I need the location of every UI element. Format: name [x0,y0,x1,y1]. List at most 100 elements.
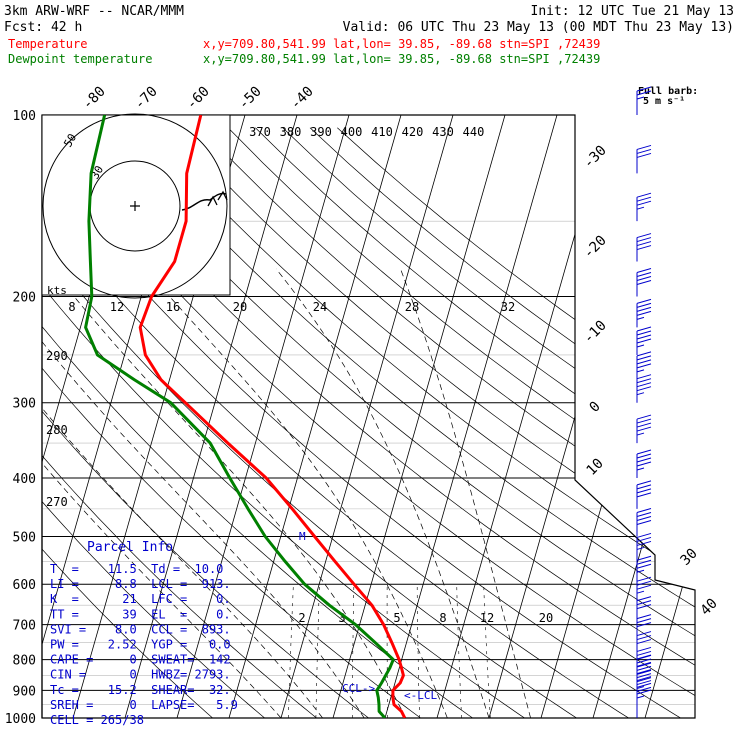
wind-barb-flag [636,461,652,467]
wind-barb-flag [636,658,652,664]
pressure-tick-label: 100 [13,109,36,124]
isotherm-line [592,115,695,718]
mixing-ratio-label: 3 [338,611,345,625]
pressure-tick-label: 200 [13,291,36,306]
dry-adiabat-line [42,127,492,718]
wind-barb-flag [636,326,652,332]
dry-adiabat-line [42,127,650,718]
barb-legend-units: 5 m s⁻¹ [643,96,685,107]
dry-adiabat-side-label: 270 [46,495,68,509]
temperature-tick-label: -80 [80,84,109,113]
wind-barb-flag [636,682,652,688]
wind-barb-flag [636,654,652,660]
wind-barb-flag [636,86,652,92]
theta-label: 380 [280,125,302,139]
wind-barb-flag [636,669,652,675]
wind-barb-flag [636,635,652,641]
dry-adiabat-line [42,127,281,718]
wind-barb-half-flag [636,546,645,550]
mixing-ratio-label: 8 [68,300,75,314]
sounding-series [84,115,407,718]
theta-label: 440 [463,125,485,139]
wind-barb-flag [636,665,652,671]
pressure-tick-label: 600 [13,578,36,593]
temperature-tick-label: -50 [236,84,265,113]
wind-barb-flag [636,646,652,652]
mixing-ratio-line [456,584,462,718]
wind-barb-flag [636,90,652,96]
mixing-ratio-label: 20 [539,611,553,625]
wind-barb-flag [636,192,652,198]
isotherm-line [644,115,695,718]
wind-barb [636,298,652,328]
wind-barb-flag [636,596,652,602]
wind-barb-flag [636,457,652,463]
mixing-ratio-label: 8 [439,611,446,625]
mixing-ratio-line [315,584,320,718]
isotherm-line [332,115,506,718]
wind-barb-flag [636,492,652,498]
wind-barb [636,192,652,222]
moist-adiabat-line [275,268,490,718]
wind-barb-flag [636,563,652,569]
ccl-marker: CCL-> [342,682,375,695]
temperature-tick-label: -10 [581,318,610,347]
wind-barb-flag [636,237,652,243]
parcel-info-row: Tc = 15.2 SHEAR= 32. [50,683,231,697]
hodograph-center-mark [130,201,140,211]
wind-barb-flag [636,536,652,542]
wind-barb-flag [636,148,652,154]
wind-barb-flag [636,449,652,455]
wind-barb-flag [636,386,652,392]
wind-barb-flag [636,200,652,206]
parcel-info-box: Parcel Info T = 11.5 Td = 10.0LI = 8.8 L… [50,540,238,727]
wind-barb-flag [636,618,652,624]
wind-barb-flag [636,540,652,546]
wind-barb-flag [636,677,652,683]
dry-adiabat-line [63,127,695,718]
isotherm-line [176,115,350,718]
mixing-ratio-label: 5 [393,611,400,625]
wind-barb-flag [636,422,652,428]
temperature-tick-label: 0 [587,399,604,416]
wind-barb [636,351,652,380]
isotherm-line [228,115,402,718]
moist-adiabat-line [144,268,448,718]
wind-barb-flag [636,584,652,590]
wind-barb-flag [636,484,652,490]
wind-barb-flag [636,614,652,620]
wind-barb-flag [636,686,652,692]
mixing-ratio-line [416,584,420,718]
moist-adiabat-line [42,268,365,718]
valid-time: Valid: 06 UTC Thu 23 May 13 (00 MDT Thu … [343,20,734,35]
wind-barb-flag [636,639,652,645]
wind-barb-flag [636,382,652,388]
wind-barb-flag [636,662,652,668]
wind-barb-flag [636,351,652,357]
wind-barb-flag [636,152,652,158]
wind-barb-flag [636,631,652,637]
dewpoint-legend-label: Dewpoint temperature [8,52,153,66]
parcel-info-row: LI = 8.8 LCL = 913. [50,577,231,591]
wind-barb [636,555,652,585]
theta-label: 420 [402,125,424,139]
moist-adiabat-line [51,268,407,718]
wind-barb-flag [636,196,652,202]
mixing-ratio-line [352,584,355,718]
wind-barb-flag [636,559,652,565]
moist-adiabat-line [42,268,282,718]
wind-barb [636,86,652,115]
wind-barb-flag [636,359,652,365]
wind-barb [636,233,652,262]
parcel-info-row: CAPE = 0 SWEAT= 142 [50,653,231,667]
hodograph-ring-label: 50 [61,132,79,150]
moist-adiabat-line [400,268,531,718]
wind-barb-flag [636,680,652,686]
mixing-ratio-label: 28 [405,300,419,314]
wind-barb-flag [636,669,652,675]
wind-barb-half-flag [636,96,645,100]
wind-barb-flag [636,268,652,274]
wind-barb-half-flag [636,392,645,396]
theta-label: 410 [371,125,393,139]
